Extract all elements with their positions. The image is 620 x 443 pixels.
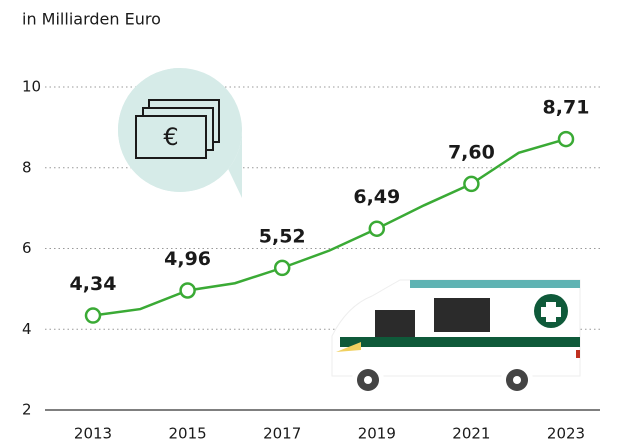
value-label: 4,96 <box>164 248 211 270</box>
line <box>92 137 567 317</box>
x-tick-label: 2019 <box>358 425 396 443</box>
y-tick-label: 2 <box>22 401 32 419</box>
x-tick-label: 2015 <box>169 425 207 443</box>
marker <box>463 175 480 193</box>
y-tick-label: 4 <box>22 320 32 338</box>
x-tick-label: 2013 <box>74 425 112 443</box>
marker <box>84 307 102 324</box>
y-tick-label: 10 <box>22 78 41 96</box>
value-label: 8,71 <box>543 97 590 119</box>
money-icon: € <box>118 68 242 198</box>
x-tick-label: 2023 <box>547 425 585 443</box>
y-tick-label: 6 <box>22 239 32 257</box>
marker <box>179 282 196 299</box>
x-tick-label: 2021 <box>452 425 490 443</box>
value-label: 5,52 <box>259 225 306 247</box>
marker <box>273 259 291 277</box>
x-tick-label: 2017 <box>263 425 301 443</box>
marker <box>368 220 386 237</box>
chart-subtitle: in Milliarden Euro <box>22 10 161 29</box>
marker <box>557 130 575 148</box>
value-label: 7,60 <box>448 141 495 163</box>
ambulance-icon <box>331 279 581 396</box>
value-label: 4,34 <box>70 273 117 295</box>
svg-text:€: € <box>163 123 178 151</box>
y-tick-label: 8 <box>22 158 32 176</box>
value-label: 6,49 <box>353 186 400 208</box>
